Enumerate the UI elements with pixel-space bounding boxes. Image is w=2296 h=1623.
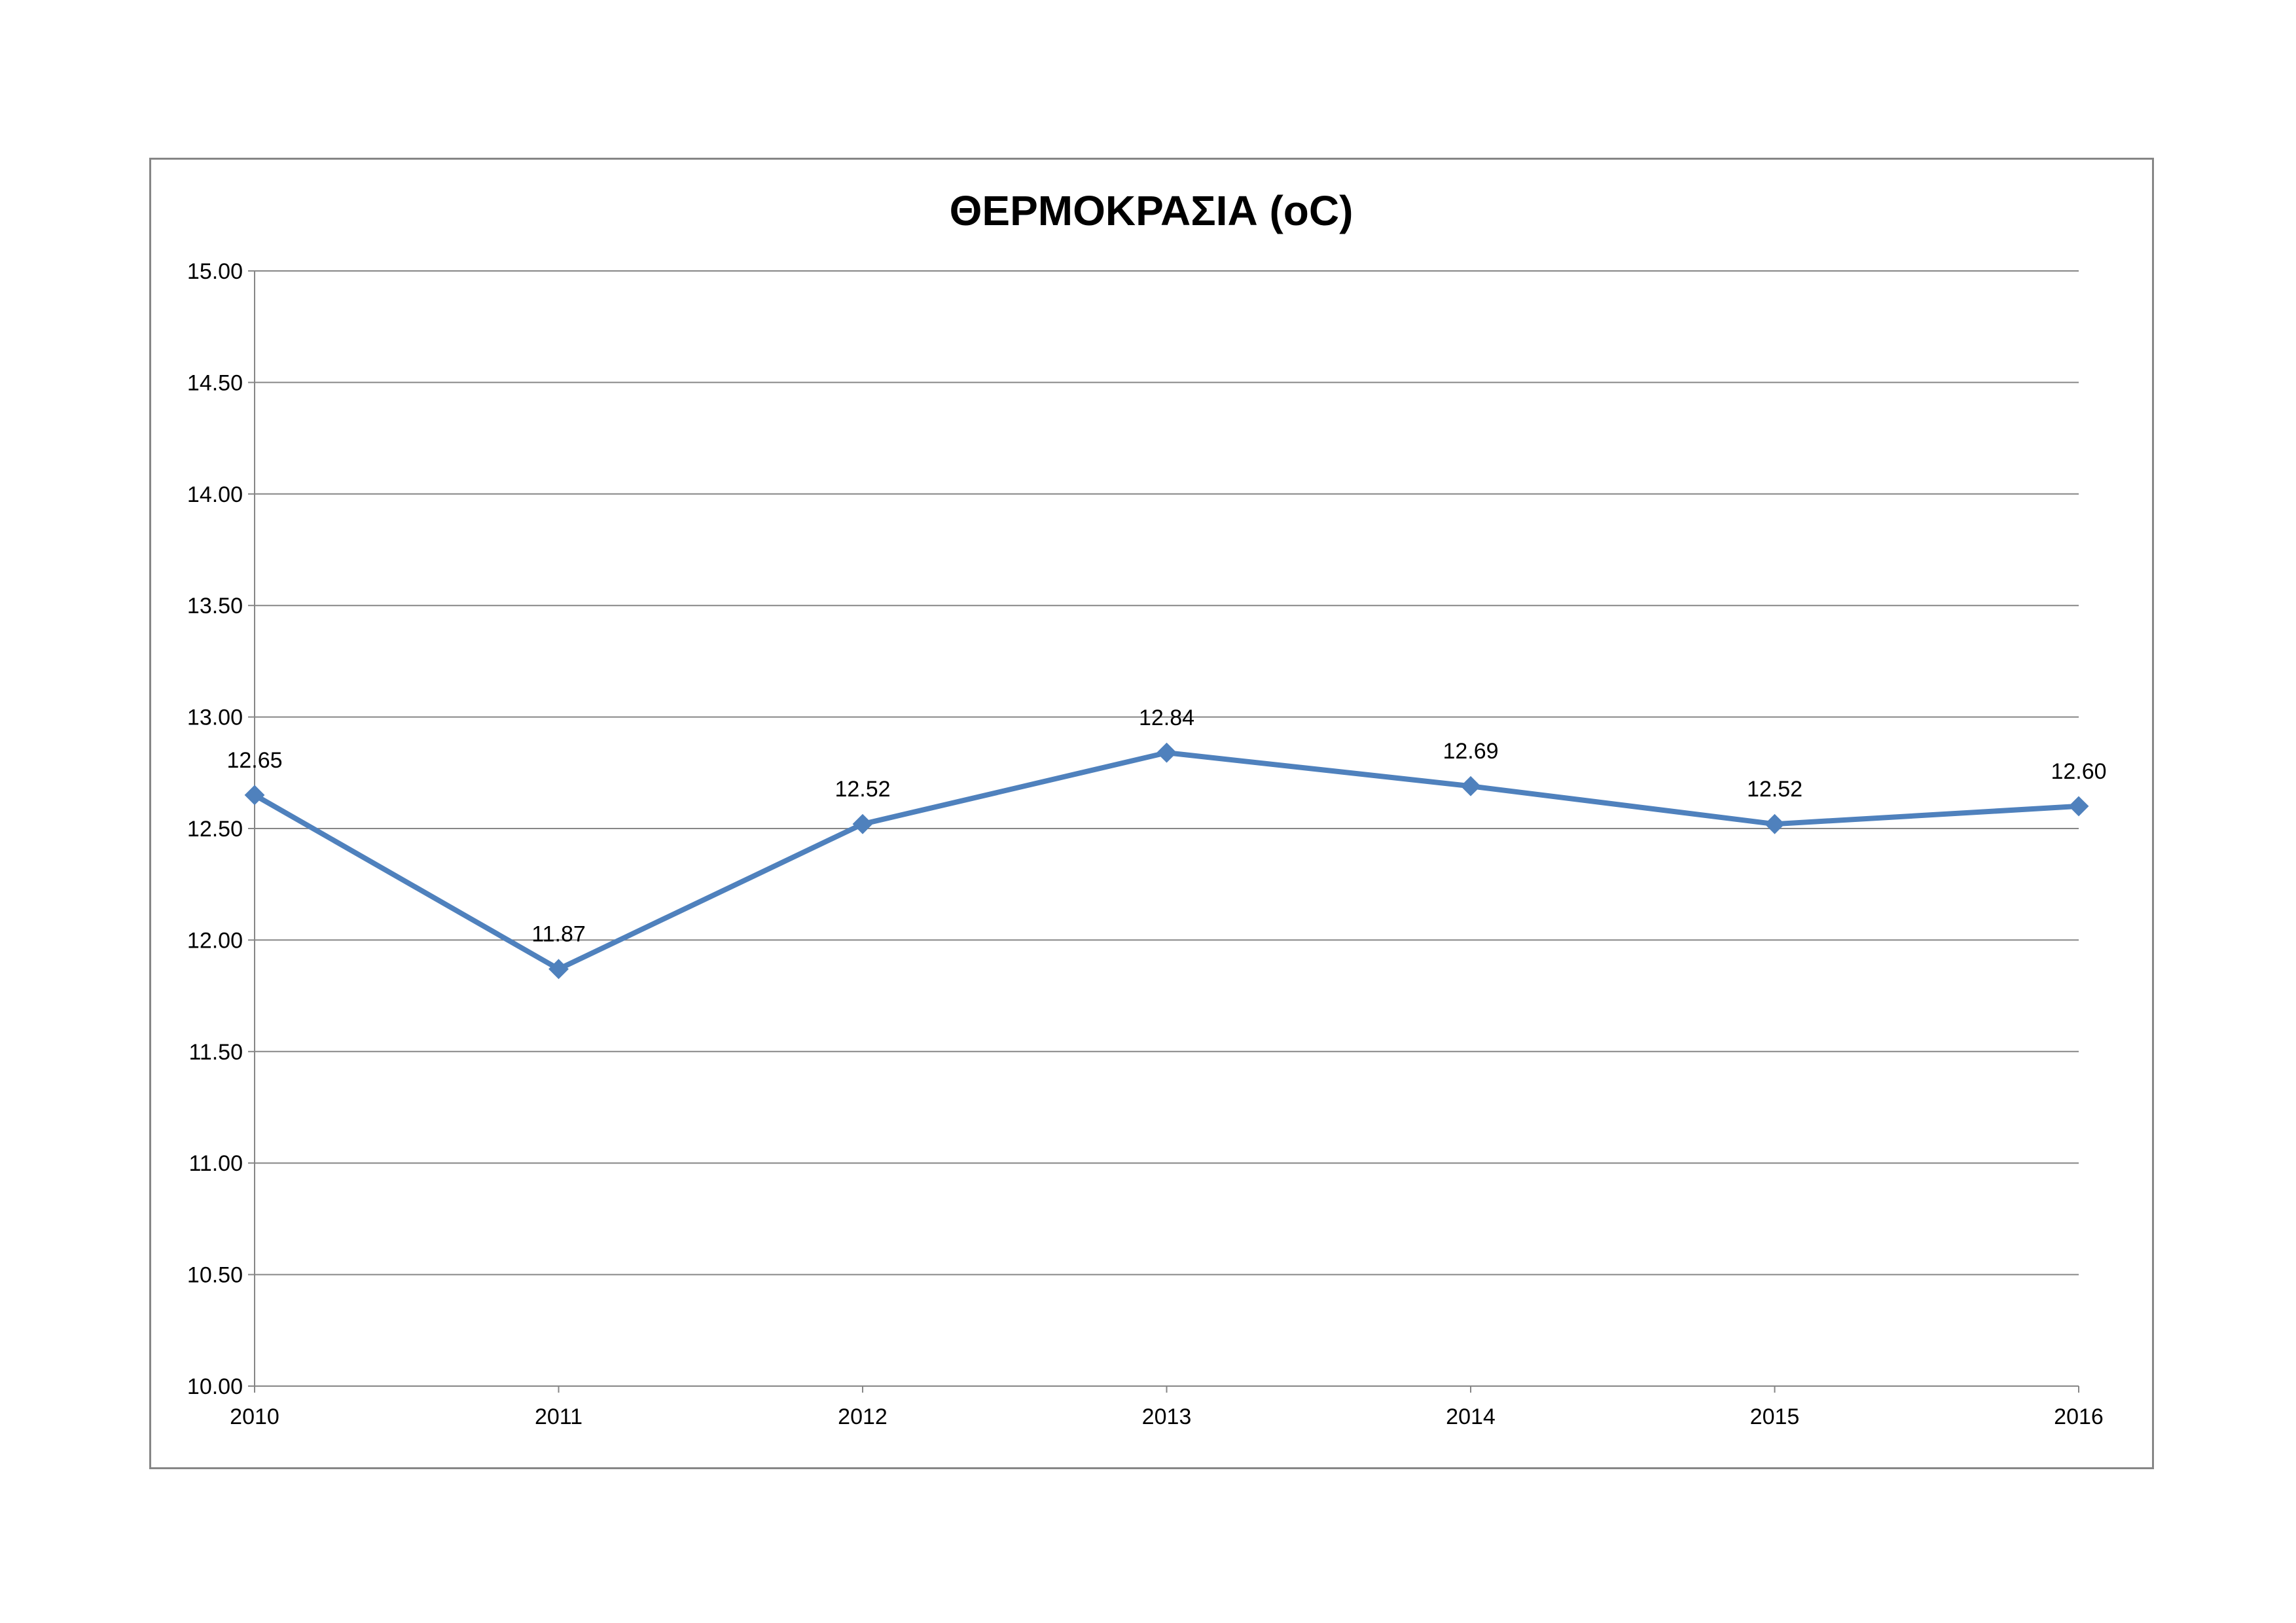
data-label: 12.52	[1747, 777, 1803, 802]
x-tick-label: 2012	[838, 1404, 888, 1429]
x-tick-label: 2011	[535, 1404, 583, 1429]
data-label: 12.84	[1139, 705, 1194, 730]
data-label: 12.60	[2051, 759, 2106, 784]
y-tick-label: 14.50	[187, 370, 243, 395]
axes: 10.00 10.50 11.00 11.50 12.00 12.50 13.00 13.50…	[187, 259, 2104, 1429]
data-label: 11.87	[531, 922, 586, 947]
y-tick-label: 14.00	[187, 482, 243, 507]
x-tick-label: 2016	[2054, 1404, 2104, 1429]
data-label: 12.69	[1443, 739, 1498, 764]
y-tick-label: 10.50	[187, 1263, 243, 1288]
y-tick-label: 13.50	[187, 594, 243, 618]
y-tick-label: 13.00	[187, 705, 243, 730]
y-tick-label: 15.00	[187, 259, 243, 284]
series-line	[252, 750, 2081, 972]
y-tick-label: 11.50	[188, 1040, 243, 1065]
y-tick-label: 12.50	[187, 817, 243, 842]
x-tick-label: 2010	[230, 1404, 279, 1429]
y-tick-label: 12.00	[187, 928, 243, 953]
x-tick-label: 2013	[1142, 1404, 1192, 1429]
y-tick-label: 10.00	[187, 1374, 243, 1399]
x-tick-label: 2015	[1750, 1404, 1800, 1429]
data-point-marker	[548, 959, 569, 980]
data-point-marker	[2068, 796, 2089, 817]
data-label: 12.65	[226, 748, 282, 773]
x-tick-label: 2014	[1446, 1404, 1496, 1429]
data-point-marker	[1157, 742, 1177, 763]
data-point-marker	[1765, 813, 1785, 834]
series-layer	[244, 742, 2089, 980]
data-label: 12.52	[834, 777, 890, 802]
data-point-marker	[852, 813, 873, 834]
data-point-marker	[244, 785, 265, 806]
line-chart: ΘΕΡΜΟΚΡΑΣΙΑ (oC) 10.00 10.50 11.00 11.50 12.…	[187, 187, 2107, 1429]
gridlines	[255, 270, 2079, 1387]
data-labels: 12.65 11.87 12.52 12.84 12.69 12.52 12.60	[226, 705, 2106, 947]
chart-frame: ΘΕΡΜΟΚΡΑΣΙΑ (oC) 10.00 10.50 11.00 11.50 12.…	[149, 158, 2154, 1469]
data-point-marker	[1460, 776, 1481, 796]
chart-title: ΘΕΡΜΟΚΡΑΣΙΑ (oC)	[950, 187, 1354, 234]
y-tick-label: 11.00	[188, 1151, 243, 1176]
